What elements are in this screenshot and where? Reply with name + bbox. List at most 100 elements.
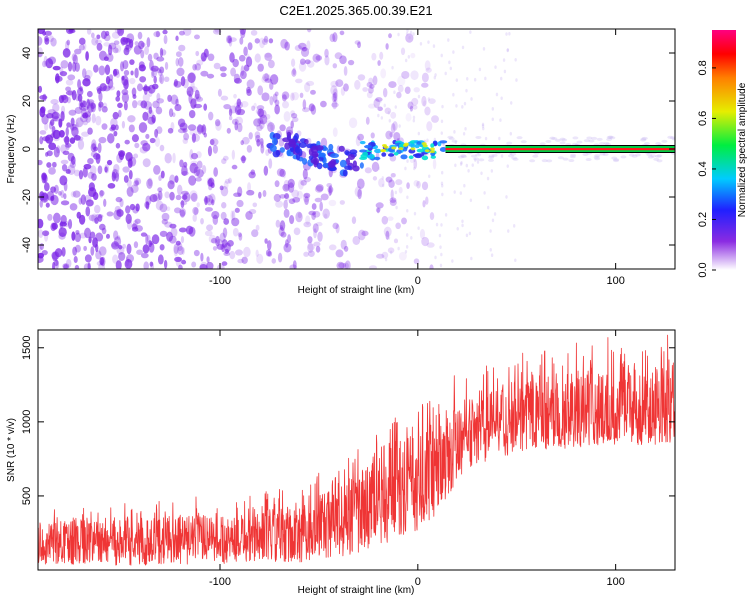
signal-blob	[408, 155, 414, 160]
noise-blob	[315, 55, 323, 61]
noise-blob	[102, 85, 111, 92]
noise-blob	[123, 79, 129, 90]
noise-blob	[215, 120, 222, 131]
noise-blob	[121, 88, 129, 96]
noise-blob	[488, 154, 495, 158]
signal-blob	[362, 152, 369, 156]
noise-blob	[240, 65, 245, 76]
chart-title: C2E1.2025.365.00.39.E21	[279, 3, 432, 18]
noise-blob	[101, 106, 108, 113]
noise-blob	[588, 139, 595, 143]
noise-blob	[48, 167, 56, 175]
noise-blob	[640, 137, 647, 141]
noise-blob	[91, 37, 99, 46]
noise-blob	[512, 157, 519, 161]
noise-blob	[78, 169, 84, 180]
signal-blob	[416, 141, 422, 145]
noise-blob	[65, 168, 71, 174]
noise-blob	[390, 111, 397, 119]
noise-blob	[60, 200, 70, 206]
signal-blob	[412, 153, 420, 157]
noise-blob	[303, 221, 312, 228]
noise-blob	[304, 82, 311, 93]
noise-blob	[211, 199, 215, 206]
noise-blob	[86, 90, 93, 98]
noise-blob	[148, 240, 153, 248]
noise-blob	[332, 63, 338, 69]
noise-blob	[404, 58, 408, 63]
noise-blob	[208, 184, 213, 191]
noise-blob	[474, 158, 477, 162]
noise-blob	[280, 231, 287, 238]
noise-blob	[204, 230, 213, 237]
noise-blob	[452, 50, 455, 54]
noise-blob	[186, 86, 194, 97]
noise-blob	[246, 144, 253, 153]
spectrogram-ylabel: Frequency (Hz)	[6, 115, 17, 184]
noise-blob	[280, 152, 285, 159]
noise-blob	[92, 192, 99, 201]
noise-blob	[82, 120, 88, 126]
noise-blob	[65, 126, 69, 137]
noise-blob	[265, 249, 272, 257]
noise-blob	[173, 246, 179, 257]
noise-blob	[125, 205, 131, 214]
noise-blob	[481, 124, 485, 128]
noise-blob	[207, 145, 213, 157]
noise-blob	[173, 207, 182, 214]
noise-blob	[302, 99, 307, 110]
noise-blob	[181, 190, 189, 196]
noise-blob	[158, 76, 163, 83]
noise-blob	[410, 52, 416, 59]
noise-blob	[216, 238, 223, 245]
noise-blob	[422, 200, 426, 208]
signal-blob	[439, 140, 448, 144]
noise-blob	[312, 53, 321, 63]
noise-blob	[52, 103, 60, 113]
noise-blob	[164, 61, 169, 70]
noise-blob	[80, 194, 87, 205]
noise-blob	[314, 185, 324, 193]
noise-blob	[302, 193, 310, 203]
y-tick-label: 0	[21, 146, 33, 152]
noise-blob	[153, 75, 157, 84]
noise-blob	[421, 72, 429, 83]
noise-blob	[310, 104, 317, 115]
noise-blob	[172, 152, 176, 164]
noise-blob	[214, 119, 221, 127]
noise-blob	[126, 179, 132, 188]
noise-blob	[284, 193, 289, 200]
noise-blob	[599, 142, 606, 146]
noise-blob	[152, 193, 161, 202]
signal-blob	[286, 149, 292, 157]
noise-blob	[52, 212, 61, 224]
noise-blob	[425, 196, 429, 205]
noise-blob	[123, 101, 128, 111]
noise-blob	[498, 136, 501, 141]
noise-blob	[49, 119, 55, 126]
noise-blob	[387, 247, 395, 254]
noise-blob	[491, 153, 498, 157]
noise-blob	[146, 234, 151, 243]
noise-blob	[222, 155, 229, 161]
noise-blob	[177, 242, 183, 252]
noise-blob	[133, 180, 140, 187]
noise-blob	[178, 30, 185, 36]
noise-blob	[392, 121, 398, 131]
noise-blob	[283, 199, 288, 210]
noise-blob	[482, 126, 485, 131]
noise-blob	[168, 108, 174, 118]
noise-blob	[60, 105, 66, 115]
noise-blob	[284, 41, 290, 51]
noise-blob	[71, 53, 77, 62]
noise-blob	[259, 37, 266, 49]
noise-blob	[440, 119, 444, 124]
signal-blob	[344, 150, 350, 156]
noise-blob	[406, 29, 409, 33]
noise-blob	[121, 92, 129, 103]
signal-blob	[421, 142, 427, 146]
noise-blob	[196, 151, 202, 159]
noise-blob	[461, 105, 464, 109]
noise-blob	[139, 76, 147, 83]
